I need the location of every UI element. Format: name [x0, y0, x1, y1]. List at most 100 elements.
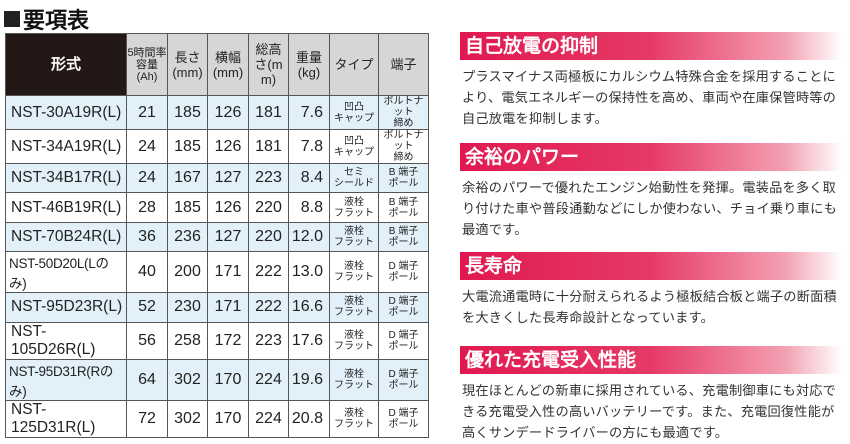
weight-cell: 20.8 — [288, 399, 330, 438]
capacity-cell: 24 — [126, 129, 168, 164]
type-line: フラット — [334, 307, 374, 319]
type-cell: 液栓 フラット — [329, 399, 379, 438]
capacity-cell: 52 — [126, 292, 168, 323]
weight-cell: 17.6 — [288, 321, 330, 360]
type-line: フラット — [334, 340, 374, 352]
length-cell: 167 — [167, 162, 208, 194]
feature-description: 大電流通電時に十分耐えられるよう極板結合板と端子の断面積を大きくした長寿命設計と… — [462, 290, 837, 326]
terminal-cell: D 端子 ポール — [378, 292, 429, 323]
terminal-line: 締め — [393, 118, 414, 129]
column-header: 長さ(mm) — [167, 33, 208, 96]
type-cell: 液栓 フラット — [329, 221, 379, 253]
type-cell: 凹凸 キャップ — [329, 129, 379, 164]
column-header: タイプ — [329, 33, 379, 96]
width-cell: 126 — [207, 95, 249, 130]
feature-section: 優れた充電受入性能 現在ほとんどの新車に採用されている、充電制御車にも対応できる充… — [460, 346, 842, 444]
terminal-line: B 端子 — [388, 196, 419, 208]
table-row: NST-34A19R(L) 24 185 126 181 7.8 凹凸 キャップ ボルトナット締… — [5, 129, 429, 164]
header-line: 形式 — [50, 55, 81, 73]
terminal-line: ポール — [388, 272, 419, 284]
terminal-line: D 端子 — [388, 296, 419, 308]
type-line: セミ — [344, 167, 364, 179]
terminal-line: B 端子 — [388, 167, 419, 179]
model-cell: NST-70B24R(L) — [5, 221, 127, 253]
feature-heading: 自己放電の抑制 — [460, 32, 842, 60]
type-line: 液栓 — [344, 261, 364, 273]
length-cell: 185 — [167, 129, 208, 164]
width-cell: 126 — [207, 129, 249, 164]
terminal-cell: B 端子 ポール — [378, 162, 429, 194]
type-cell: 液栓 フラット — [329, 292, 379, 323]
capacity-cell: 21 — [126, 95, 168, 130]
height-cell: 222 — [248, 292, 289, 323]
square-bullet-icon — [4, 11, 20, 27]
weight-cell: 7.8 — [288, 129, 330, 164]
feature-description: プラスマイナス両極板にカルシウム特殊合金を採用することにより、電気エネルギーの保… — [462, 70, 837, 127]
capacity-cell: 72 — [126, 399, 168, 438]
type-line: 液栓 — [344, 296, 364, 308]
table-header-row: 形式 5時間率 容量 (Ah) 長さ(mm) 横幅(mm) 総高さ(mm) 重量(kg) タイプ… — [5, 33, 429, 96]
header-line: 端子 — [390, 56, 417, 72]
header-label: 横幅(mm) — [212, 49, 244, 80]
type-line: フラット — [334, 272, 374, 284]
capacity-cell: 36 — [126, 221, 168, 253]
table-row: NST-50D20L(Lのみ) 40 200 171 222 13.0 液栓 フラット D 端子… — [5, 251, 429, 294]
feature-section: 余裕のパワー 余裕のパワーで優れたエンジン始動性を発揮。電装品を多く取り付けた車や… — [460, 143, 842, 241]
type-cell: 液栓 フラット — [329, 321, 379, 360]
width-cell: 170 — [207, 358, 249, 401]
weight-cell: 12.0 — [288, 221, 330, 253]
terminal-cell: D 端子 ポール — [378, 358, 429, 401]
model-cell: NST-95D31R(Rのみ) — [5, 358, 127, 401]
terminal-line: ポール — [388, 379, 419, 391]
weight-cell: 13.0 — [288, 251, 330, 294]
height-cell: 181 — [248, 95, 289, 130]
type-cell: 液栓 フラット — [329, 358, 379, 401]
header-line: 5時間率 — [127, 46, 167, 59]
spec-table: 形式 5時間率 容量 (Ah) 長さ(mm) 横幅(mm) 総高さ(mm) 重量(kg) タイプ… — [5, 33, 429, 438]
terminal-line: D 端子 — [388, 407, 419, 419]
table-row: NST-95D31R(Rのみ) 64 302 170 224 19.6 液栓 フラット D 端子… — [5, 358, 429, 401]
terminal-line: B 端子 — [388, 225, 419, 237]
length-cell: 302 — [167, 358, 208, 401]
terminal-line: D 端子 — [388, 261, 419, 273]
type-cell: 液栓 フラット — [329, 251, 379, 294]
model-cell: NST-34B17R(L) — [5, 162, 127, 194]
type-line: 液栓 — [344, 329, 364, 341]
type-line: フラット — [334, 207, 374, 219]
width-cell: 170 — [207, 399, 249, 438]
length-cell: 185 — [167, 95, 208, 130]
terminal-line: 締め — [393, 152, 414, 163]
weight-cell: 19.6 — [288, 358, 330, 401]
column-header: 端子 — [378, 33, 429, 96]
type-line: キャップ — [334, 146, 374, 158]
model-cell: NST-34A19R(L) — [5, 129, 127, 164]
feature-section: 長寿命 大電流通電時に十分耐えられるよう極板結合板と端子の断面積を大きくした長寿命… — [460, 252, 842, 329]
model-cell: NST-30A19R(L) — [5, 95, 127, 130]
terminal-cell: D 端子 ポール — [378, 399, 429, 438]
weight-cell: 8.4 — [288, 162, 330, 194]
terminal-cell: ボルトナット 締め — [378, 129, 429, 164]
model-cell: NST-95D23R(L) — [5, 292, 127, 323]
page-title: 要項表 — [4, 3, 89, 35]
header-label: 総高さ(mm) — [254, 42, 283, 87]
header-label: 重量(kg) — [295, 49, 322, 80]
terminal-line: ポール — [388, 307, 419, 319]
width-cell: 127 — [207, 162, 249, 194]
terminal-line: ポール — [388, 207, 419, 219]
weight-cell: 8.8 — [288, 192, 330, 223]
capacity-cell: 56 — [126, 321, 168, 360]
length-cell: 302 — [167, 399, 208, 438]
height-cell: 224 — [248, 399, 289, 438]
table-row: NST-46B19R(L) 28 185 126 220 8.8 液栓 フラット B 端子 ポール — [5, 192, 429, 223]
table-row: NST-125D31R(L) 72 302 170 224 20.8 液栓 フラット D 端子ポ… — [5, 399, 429, 438]
type-line: 液栓 — [344, 407, 364, 419]
type-line: シールド — [334, 178, 374, 190]
type-line: 凹凸 — [344, 101, 364, 113]
weight-cell: 16.6 — [288, 292, 330, 323]
terminal-line: ボルトナット — [383, 96, 424, 118]
header-line: タイプ — [334, 56, 374, 72]
height-cell: 224 — [248, 358, 289, 401]
height-cell: 223 — [248, 162, 289, 194]
width-cell: 127 — [207, 221, 249, 253]
type-line: フラット — [334, 236, 374, 248]
